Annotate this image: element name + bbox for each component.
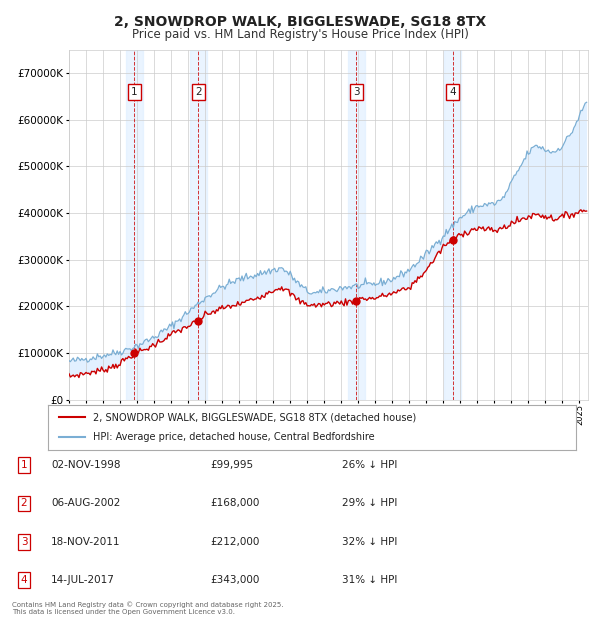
Text: 2, SNOWDROP WALK, BIGGLESWADE, SG18 8TX (detached house): 2, SNOWDROP WALK, BIGGLESWADE, SG18 8TX … [93, 412, 416, 422]
Text: 3: 3 [353, 87, 359, 97]
Bar [126, 50, 143, 400]
Text: 4: 4 [20, 575, 28, 585]
Text: 1: 1 [20, 460, 28, 470]
Text: HPI: Average price, detached house, Central Bedfordshire: HPI: Average price, detached house, Cent… [93, 432, 374, 442]
Text: 02-NOV-1998: 02-NOV-1998 [51, 460, 121, 470]
Text: £99,995: £99,995 [210, 460, 253, 470]
Bar [444, 50, 461, 400]
Text: 32% ↓ HPI: 32% ↓ HPI [342, 537, 397, 547]
Text: 14-JUL-2017: 14-JUL-2017 [51, 575, 115, 585]
Text: Contains HM Land Registry data © Crown copyright and database right 2025.
This d: Contains HM Land Registry data © Crown c… [12, 601, 284, 615]
Text: 2: 2 [195, 87, 202, 97]
Text: 26% ↓ HPI: 26% ↓ HPI [342, 460, 397, 470]
Text: 31% ↓ HPI: 31% ↓ HPI [342, 575, 397, 585]
Text: 2, SNOWDROP WALK, BIGGLESWADE, SG18 8TX: 2, SNOWDROP WALK, BIGGLESWADE, SG18 8TX [114, 16, 486, 30]
Bar [348, 50, 365, 400]
Text: 2: 2 [20, 498, 28, 508]
Text: 1: 1 [131, 87, 137, 97]
Text: 4: 4 [449, 87, 456, 97]
Text: 29% ↓ HPI: 29% ↓ HPI [342, 498, 397, 508]
Text: Price paid vs. HM Land Registry's House Price Index (HPI): Price paid vs. HM Land Registry's House … [131, 28, 469, 41]
Text: 06-AUG-2002: 06-AUG-2002 [51, 498, 121, 508]
Text: 18-NOV-2011: 18-NOV-2011 [51, 537, 121, 547]
Text: £212,000: £212,000 [210, 537, 259, 547]
Bar [190, 50, 207, 400]
Text: 3: 3 [20, 537, 28, 547]
Text: £168,000: £168,000 [210, 498, 259, 508]
Text: £343,000: £343,000 [210, 575, 259, 585]
